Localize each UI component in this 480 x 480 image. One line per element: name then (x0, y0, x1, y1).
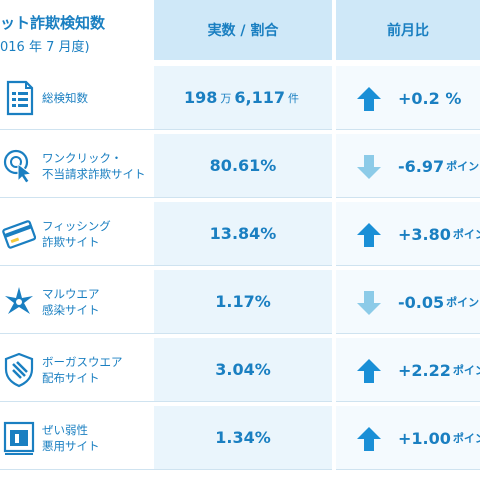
table-row-vulnerability: ぜい弱性 悪用サイト 1.34% +1.00 ポイン (0, 406, 480, 470)
row-ratio-cell: +3.80 ポイン (336, 202, 480, 266)
table-title: ット詐欺検知数 016 年 7 月度) (0, 0, 150, 60)
value-rest: 6,117 (234, 88, 285, 107)
row-ratio: -0.05 ポイン (398, 270, 480, 333)
shield-icon (4, 352, 34, 388)
title-line-2: 016 年 7 月度) (0, 40, 90, 55)
ratio-unit: ポイン (452, 228, 480, 241)
ratio-unit: ポイン (446, 160, 480, 173)
row-ratio-cell: +2.22 ポイン (336, 338, 480, 402)
value-main: 13.84% (209, 224, 277, 243)
row-name-cell: フィッシング 詐欺サイト (0, 202, 154, 266)
row-name-line-1: マルウエア (42, 287, 100, 301)
row-name-line-1: ワンクリック・ (42, 151, 123, 165)
ratio-value: +0.2 % (398, 88, 462, 108)
arrow-up-icon (357, 87, 381, 111)
arrow-up-icon (357, 427, 381, 451)
vulnerable-page-icon (3, 421, 35, 455)
row-ratio-cell: -6.97 ポイン (336, 134, 480, 198)
row-name-line-1: フィッシング (42, 219, 111, 233)
arrow-up-icon (357, 359, 381, 383)
row-name-line-2: 感染サイト (42, 303, 100, 317)
row-ratio-cell: +1.00 ポイン (336, 406, 480, 470)
ratio-unit: ポイン (452, 432, 480, 445)
row-name-cell: 総検知数 (0, 66, 154, 130)
row-name: フィッシング 詐欺サイト (42, 202, 154, 266)
value-main: 80.61% (209, 156, 277, 175)
row-ratio-cell: +0.2 % (336, 66, 480, 130)
ratio-value: +2.22 (398, 360, 451, 380)
row-name: ワンクリック・ 不当請求詐欺サイト (42, 134, 154, 198)
title-line-1: ット詐欺検知数 (0, 14, 106, 32)
value-main: 1.17% (215, 292, 271, 311)
row-name: ボーガスウエア 配布サイト (42, 338, 154, 402)
row-name-cell: ワンクリック・ 不当請求詐欺サイト (0, 134, 154, 198)
row-value: 1.17% (154, 270, 332, 334)
row-name: マルウエア 感染サイト (42, 270, 154, 334)
cursor-click-icon (3, 149, 33, 184)
row-value: 3.04% (154, 338, 332, 402)
ratio-value: -0.05 (398, 292, 445, 312)
row-name-line-2: 悪用サイト (42, 439, 100, 453)
row-ratio: -6.97 ポイン (398, 134, 480, 197)
row-name-line-2: 詐欺サイト (42, 235, 100, 249)
row-ratio: +3.80 ポイン (398, 202, 480, 265)
arrow-down-icon (357, 291, 381, 315)
table-row-bogusware: ボーガスウエア 配布サイト 3.04% +2.22 ポイン (0, 338, 480, 402)
ratio-value: +1.00 (398, 428, 451, 448)
row-ratio: +1.00 ポイン (398, 406, 480, 469)
table-row-total: 総検知数 198 万 6,117 件 +0.2 % (0, 66, 480, 130)
value-main: 1.34% (215, 428, 271, 447)
arrow-down-icon (357, 155, 381, 179)
row-name-cell: ぜい弱性 悪用サイト (0, 406, 154, 470)
row-name-line-2: 配布サイト (42, 371, 100, 385)
row-ratio: +2.22 ポイン (398, 338, 480, 401)
row-name: 総検知数 (42, 66, 154, 130)
row-name-cell: マルウエア 感染サイト (0, 270, 154, 334)
row-value: 1.34% (154, 406, 332, 470)
row-value: 13.84% (154, 202, 332, 266)
ratio-unit: ポイン (452, 364, 480, 377)
row-name-line-1: ボーガスウエア (42, 355, 123, 369)
table-row-phishing: フィッシング 詐欺サイト 13.84% +3.80 ポイン (0, 202, 480, 266)
table-row-one-click: ワンクリック・ 不当請求詐欺サイト 80.61% -6.97 ポイン (0, 134, 480, 198)
ratio-value: -6.97 (398, 156, 445, 176)
value-main: 3.04% (215, 360, 271, 379)
row-ratio: +0.2 % (398, 66, 462, 129)
value-unit-man: 万 (220, 91, 232, 105)
ratio-value: +3.80 (398, 224, 451, 244)
row-value: 198 万 6,117 件 (154, 66, 332, 130)
arrow-up-icon (357, 223, 381, 247)
row-name-line-2: 不当請求詐欺サイト (42, 167, 146, 181)
value-main: 198 (183, 88, 218, 107)
row-name: ぜい弱性 悪用サイト (42, 406, 154, 470)
value-unit-ken: 件 (288, 91, 299, 105)
row-name-line-1: ぜい弱性 (42, 423, 88, 437)
row-name-cell: ボーガスウエア 配布サイト (0, 338, 154, 402)
column-header-ratio: 前月比 (336, 0, 480, 60)
row-name-line-1: 総検知数 (42, 91, 88, 105)
ratio-unit: ポイン (446, 296, 480, 309)
credit-card-icon (2, 220, 36, 249)
document-list-icon (6, 80, 34, 116)
table-row-malware: マルウエア 感染サイト 1.17% -0.05 ポイン (0, 270, 480, 334)
row-ratio-cell: -0.05 ポイン (336, 270, 480, 334)
malware-star-icon (5, 287, 33, 314)
row-value: 80.61% (154, 134, 332, 198)
column-header-value: 実数 / 割合 (154, 0, 332, 60)
